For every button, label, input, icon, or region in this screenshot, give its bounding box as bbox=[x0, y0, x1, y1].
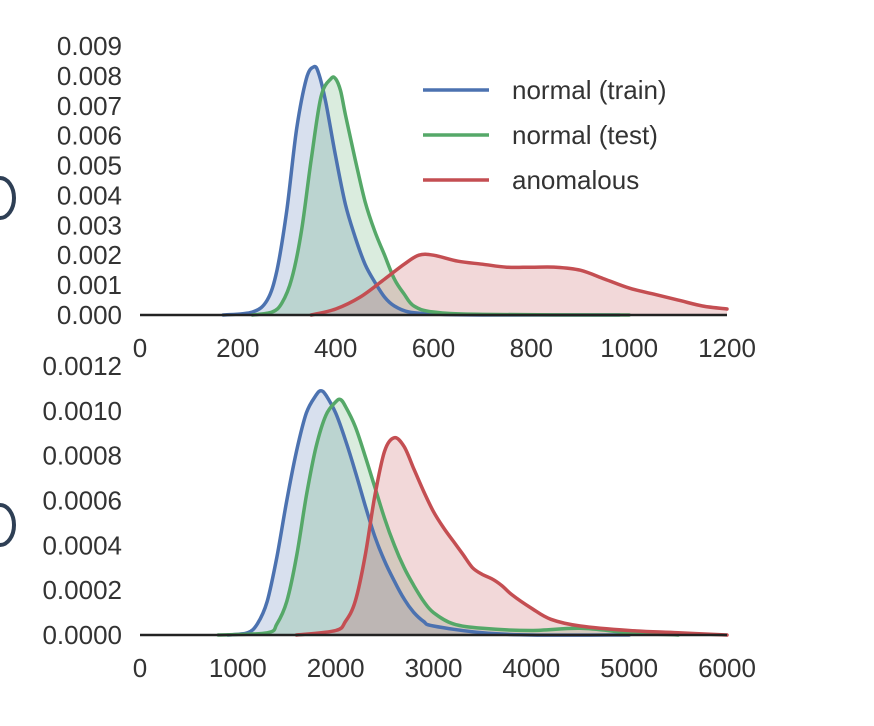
left-edge-partial-mark-bottom bbox=[0, 503, 16, 547]
series-lines bbox=[221, 64, 729, 317]
series-area-anomalous bbox=[311, 254, 727, 315]
x-tick-label: 6000 bbox=[698, 653, 756, 683]
x-tick-label: 800 bbox=[510, 333, 553, 363]
series-line-normal-test bbox=[216, 397, 680, 637]
series-area-anomalous bbox=[296, 437, 727, 635]
series-area-normal-test bbox=[252, 77, 630, 315]
x-tick-label: 0 bbox=[133, 653, 147, 683]
series-fills bbox=[223, 66, 727, 316]
series-line-anomalous bbox=[309, 252, 729, 317]
y-tick-label: 0.003 bbox=[57, 210, 122, 240]
x-tick-label: 3000 bbox=[405, 653, 463, 683]
x-tick-label: 600 bbox=[412, 333, 455, 363]
series-area-normal-test bbox=[218, 399, 679, 635]
y-tick-label: 0.002 bbox=[57, 240, 122, 270]
y-tick-label: 0.000 bbox=[57, 300, 122, 330]
x-tick-label: 1000 bbox=[209, 653, 267, 683]
y-tick-label: 0.0012 bbox=[42, 351, 122, 381]
bottom-density-panel: 0 1000 2000 3000 4000 5000 6000 0.0000 0.0002 0.0… bbox=[42, 351, 755, 683]
x-tick-label: 200 bbox=[216, 333, 259, 363]
y-tick-label: 0.0004 bbox=[42, 530, 122, 560]
y-tick-label: 0.006 bbox=[57, 121, 122, 151]
y-tick-label: 0.004 bbox=[57, 180, 122, 210]
y-tick-label: 0.008 bbox=[57, 61, 122, 91]
x-tick-label: 0 bbox=[133, 333, 147, 363]
x-tick-label: 1000 bbox=[600, 333, 658, 363]
y-tick-label: 0.001 bbox=[57, 270, 122, 300]
y-tick-label: 0.005 bbox=[57, 151, 122, 181]
series-area-normal-train bbox=[223, 66, 620, 316]
y-tick-label: 0.0002 bbox=[42, 575, 122, 605]
y-tick-label: 0.0008 bbox=[42, 441, 122, 471]
y-tick-label: 0.007 bbox=[57, 91, 122, 121]
x-tick-label: 2000 bbox=[307, 653, 365, 683]
left-edge-partial-mark-top bbox=[0, 176, 16, 220]
series-line-normal-train bbox=[221, 64, 622, 317]
y-tick-label: 0.0000 bbox=[42, 620, 122, 650]
series-line-normal-train bbox=[226, 388, 631, 637]
x-tick-label: 5000 bbox=[600, 653, 658, 683]
x-tick-label: 400 bbox=[314, 333, 357, 363]
series-lines bbox=[216, 388, 729, 637]
x-tick-label: 4000 bbox=[502, 653, 560, 683]
series-area-normal-train bbox=[228, 390, 630, 636]
legend-label: normal (test) bbox=[512, 120, 658, 150]
legend: normal (train) normal (test) anomalous bbox=[423, 75, 667, 195]
y-tick-label: 0.0006 bbox=[42, 486, 122, 516]
top-density-panel: 0 200 400 600 800 1000 12000.0000.0010.0020.00… bbox=[57, 31, 756, 363]
x-tick-label: 1200 bbox=[698, 333, 756, 363]
series-line-anomalous bbox=[294, 435, 729, 637]
legend-label: anomalous bbox=[512, 165, 639, 195]
y-tick-label: 0.009 bbox=[57, 31, 122, 61]
y-tick-label: 0.0010 bbox=[42, 396, 122, 426]
series-line-normal-test bbox=[250, 75, 631, 317]
legend-label: normal (train) bbox=[512, 75, 667, 105]
series-fills bbox=[218, 390, 727, 636]
